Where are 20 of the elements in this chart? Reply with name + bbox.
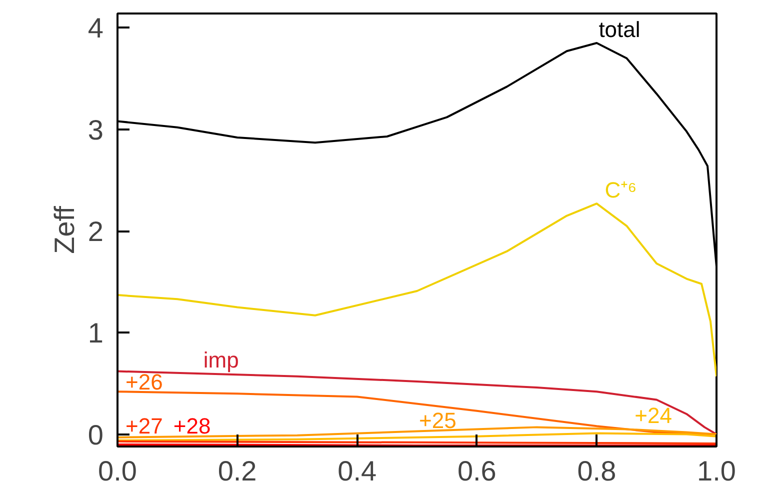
annotation: +26 xyxy=(125,370,163,395)
y-tick-label: 2 xyxy=(88,216,104,248)
x-tick-label: 0.2 xyxy=(218,456,257,486)
annotation: total xyxy=(598,16,640,42)
y-tick-label: 4 xyxy=(88,12,104,44)
x-tick-label: 0.6 xyxy=(457,456,496,486)
annotation: +24 xyxy=(634,403,672,428)
y-axis-title: Zeff xyxy=(48,206,80,254)
annotation: +27 xyxy=(125,413,163,438)
x-tick-label: 1.0 xyxy=(697,456,736,486)
y-tick-label: 0 xyxy=(88,419,104,450)
annotation: C⁺⁶ xyxy=(604,178,637,203)
x-tick-label: 0.8 xyxy=(577,456,616,486)
y-tick-label: 1 xyxy=(88,318,104,349)
x-tick-label: 0.0 xyxy=(98,456,137,486)
y-tick-label: 3 xyxy=(88,114,104,146)
annotation: +25 xyxy=(419,408,456,434)
annotation: +28 xyxy=(173,413,211,438)
x-tick-label: 0.4 xyxy=(338,456,377,486)
annotation: imp xyxy=(203,347,239,372)
